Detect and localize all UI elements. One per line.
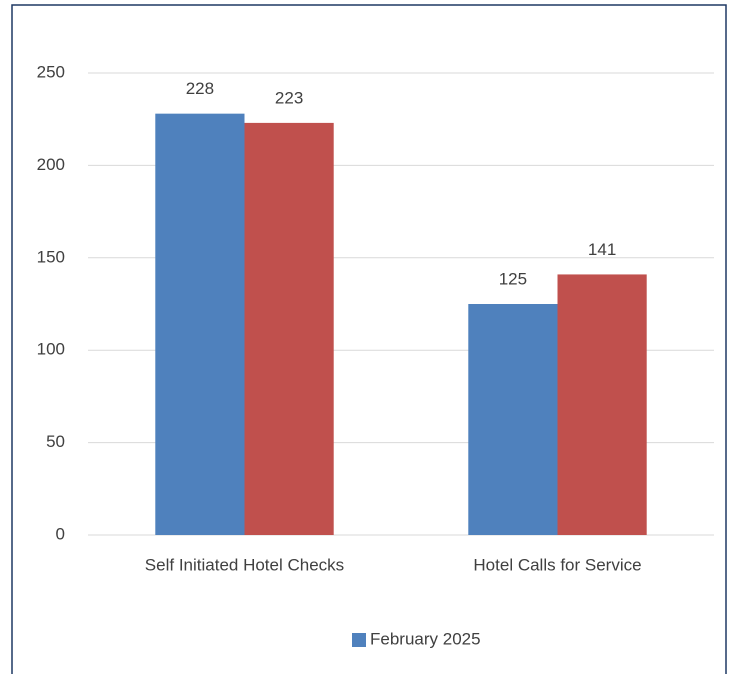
value-label: 125 bbox=[499, 269, 527, 288]
y-tick-label: 250 bbox=[37, 62, 65, 81]
value-label: 141 bbox=[588, 240, 616, 259]
y-tick-label: 50 bbox=[46, 432, 65, 451]
bar bbox=[244, 122, 334, 536]
value-label: 223 bbox=[275, 88, 303, 107]
y-tick-label: 0 bbox=[56, 524, 65, 543]
bar bbox=[468, 304, 558, 535]
legend-swatch bbox=[352, 633, 366, 647]
y-tick-label: 150 bbox=[37, 247, 65, 266]
y-tick-label: 100 bbox=[37, 340, 65, 359]
x-tick-label: Self Initiated Hotel Checks bbox=[145, 555, 344, 574]
value-label: 228 bbox=[186, 79, 214, 98]
legend-label: February 2025 bbox=[370, 629, 481, 648]
y-tick-label: 200 bbox=[37, 155, 65, 174]
bar bbox=[557, 274, 647, 535]
bar bbox=[155, 113, 245, 535]
x-tick-label: Hotel Calls for Service bbox=[473, 555, 641, 574]
